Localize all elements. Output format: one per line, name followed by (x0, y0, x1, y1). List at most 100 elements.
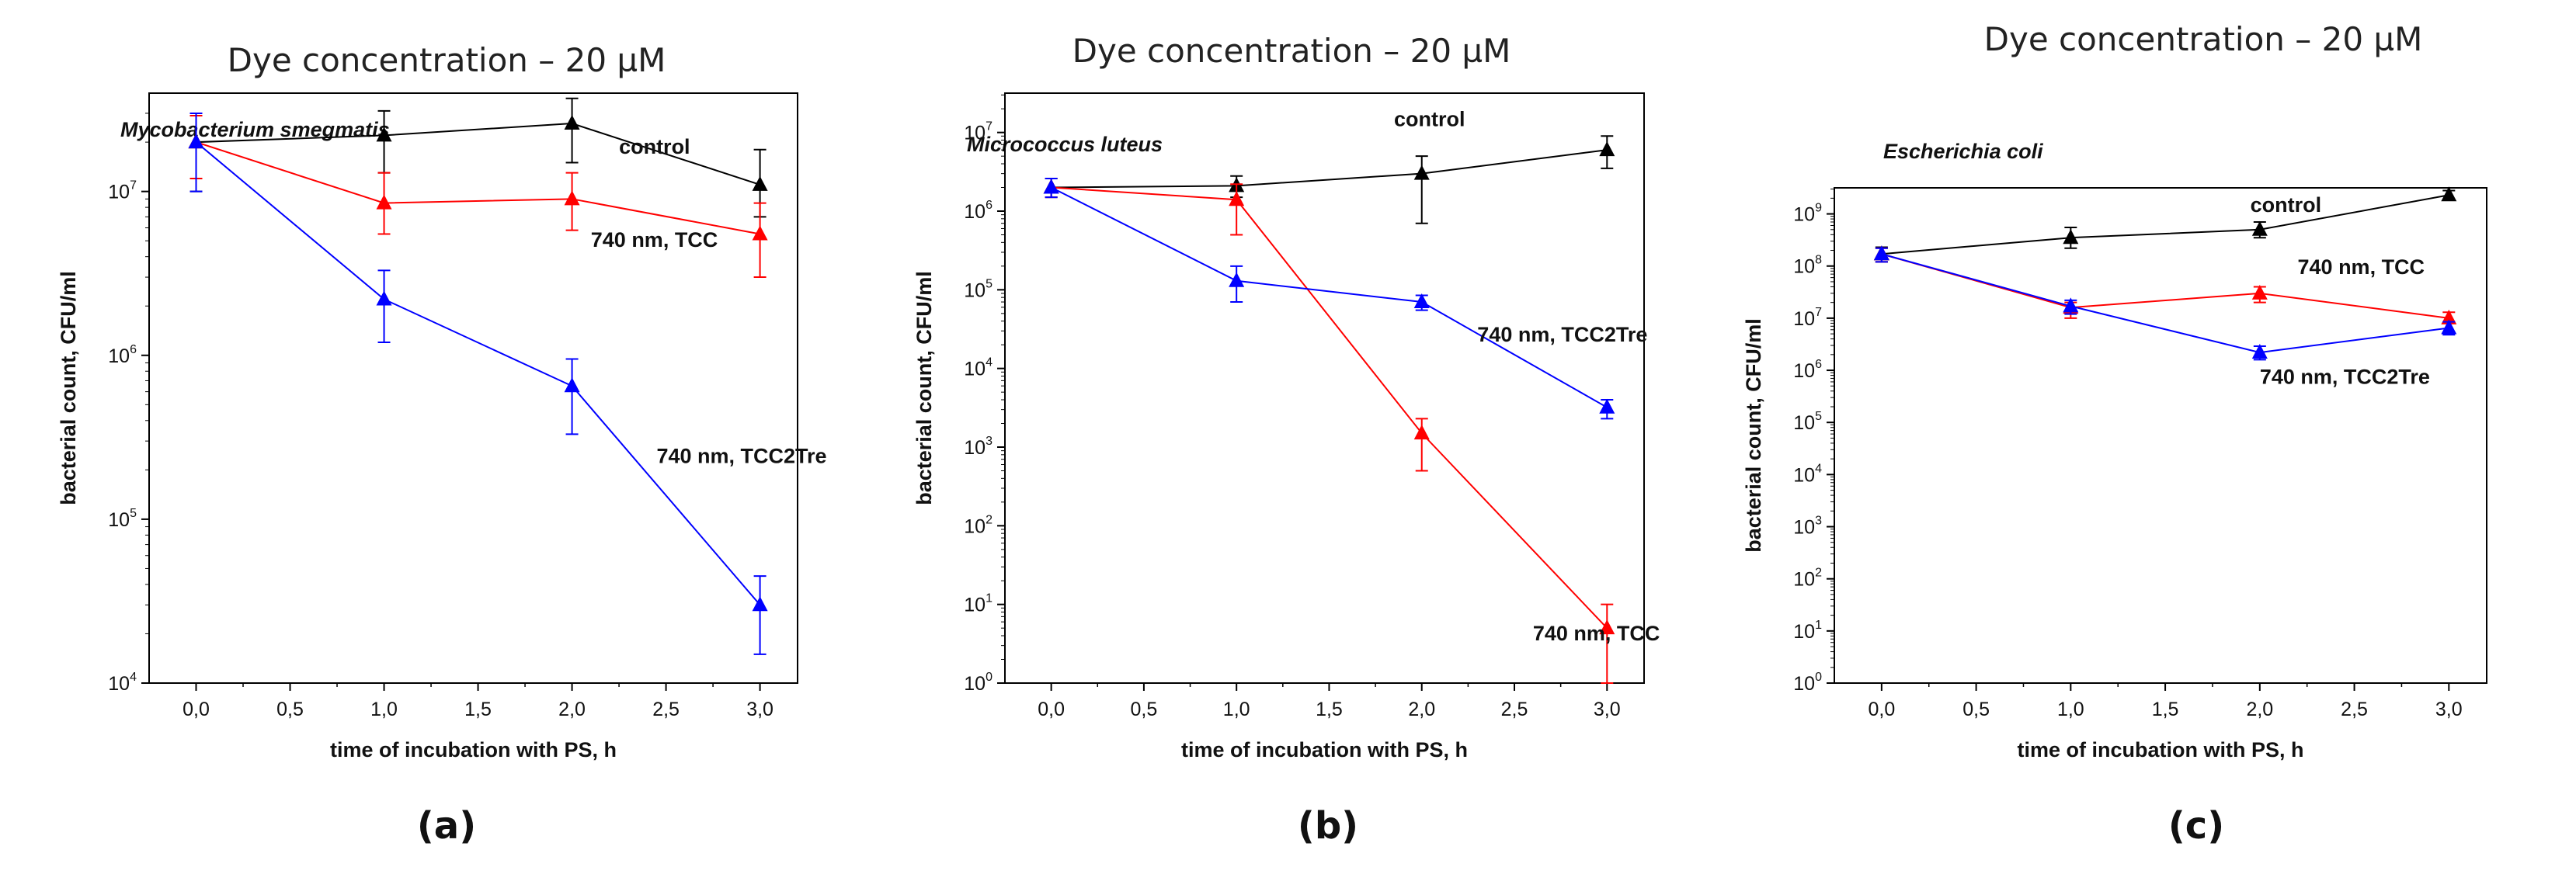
series-label: 740 nm, TCC (2298, 255, 2425, 279)
y-tick-exponent: 4 (1815, 462, 1822, 475)
y-tick-base: 10 (964, 123, 986, 144)
series-740-nm-tcc2tre: 740 nm, TCC2Tre (1873, 245, 2457, 388)
series-label: control (2251, 193, 2322, 217)
chart-panel-c: Dye concentration – 20 µM Escherichia col… (1742, 20, 2487, 848)
data-point (752, 175, 768, 191)
y-tick-exponent: 0 (986, 671, 993, 684)
data-point (564, 377, 580, 393)
y-tick-label: 107 (1793, 306, 1822, 330)
series-control: control (188, 97, 768, 218)
y-tick-base: 10 (1793, 204, 1815, 226)
y-tick-label: 102 (1793, 567, 1822, 591)
data-point (752, 596, 768, 612)
chart-heading: Dye concentration – 20 µM (228, 41, 666, 79)
chart-title: Mycobacterium smegmatis (120, 118, 390, 141)
y-tick-label: 106 (108, 343, 137, 367)
series-control: control (1873, 186, 2457, 263)
x-axis-label: time of incubation with PS, h (1181, 738, 1468, 761)
plot-frame (1834, 187, 2487, 684)
y-tick-label: 107 (964, 120, 993, 144)
y-tick-base: 10 (964, 673, 986, 695)
y-tick-base: 10 (1793, 464, 1815, 486)
y-tick-exponent: 5 (1815, 410, 1822, 423)
y-tick-exponent: 9 (1815, 202, 1822, 215)
data-point (1229, 272, 1245, 287)
x-tick-label: 1,5 (2152, 699, 2179, 720)
data-point (376, 290, 392, 306)
plot-frame (148, 92, 798, 684)
x-tick-label: 3,0 (746, 699, 773, 720)
chart-panel-a: Dye concentration – 20 µM Mycobacterium s… (57, 41, 827, 848)
y-tick-label: 100 (964, 671, 993, 695)
series-line (1051, 186, 1608, 408)
chart-heading: Dye concentration – 20 µM (1072, 32, 1511, 70)
y-tick-label: 105 (108, 507, 137, 531)
y-tick-exponent: 7 (130, 179, 137, 193)
series-label: 740 nm, TCC (591, 228, 718, 251)
y-tick-base: 10 (964, 359, 986, 380)
series-label: 740 nm, TCC (1533, 622, 1660, 645)
x-tick-label: 2,0 (558, 699, 586, 720)
y-tick-exponent: 4 (130, 671, 137, 684)
x-axis: 0,0 0,5 1,0 1,5 2,0 2,5 3,0 (1868, 683, 2463, 720)
y-tick-base: 10 (108, 345, 130, 367)
x-axis: 0,0 0,5 1,0 1,5 2,0 2,5 3,0 (183, 683, 773, 720)
data-point (1599, 619, 1615, 635)
y-axis-label: bacterial count, CFU/ml (1742, 318, 1765, 553)
y-tick-exponent: 1 (1815, 619, 1822, 632)
series-740-nm-tcc: 740 nm, TCC (1873, 245, 2457, 324)
y-tick-base: 10 (108, 673, 130, 695)
series-line (1051, 186, 1608, 629)
y-tick-base: 10 (1793, 412, 1815, 434)
x-tick-label: 0,0 (1868, 699, 1895, 720)
y-tick-label: 101 (964, 592, 993, 616)
x-tick-label: 2,0 (1408, 699, 1435, 720)
series-control: control (1043, 108, 1615, 224)
chart-heading: Dye concentration – 20 µM (1984, 20, 2423, 58)
chart-title: Escherichia coli (1883, 140, 2043, 163)
y-tick-exponent: 7 (986, 120, 993, 134)
y-tick-label: 104 (1793, 462, 1822, 486)
y-tick-label: 104 (964, 356, 993, 380)
y-tick-exponent: 0 (1815, 671, 1822, 684)
chart-panel-b: Dye concentration – 20 µM Micrococcus lut… (913, 32, 1660, 848)
data-point (1413, 293, 1430, 309)
x-axis-label: time of incubation with PS, h (330, 738, 617, 761)
y-tick-exponent: 7 (1815, 306, 1822, 319)
series-label: control (1394, 108, 1465, 131)
data-point (376, 194, 392, 210)
y-tick-label: 105 (1793, 410, 1822, 434)
x-tick-label: 2,5 (2341, 699, 2368, 720)
series-line (1051, 149, 1608, 189)
x-tick-label: 3,0 (1594, 699, 1621, 720)
series-line (196, 141, 760, 235)
x-axis: 0,0 0,5 1,0 1,5 2,0 2,5 3,0 (1038, 683, 1621, 720)
y-tick-label: 107 (108, 179, 137, 203)
y-tick-exponent: 5 (986, 277, 993, 290)
y-tick-base: 10 (1793, 256, 1815, 278)
data-point (2063, 297, 2079, 313)
y-tick-base: 10 (964, 201, 986, 223)
data-point (1599, 141, 1615, 157)
series-740-nm-tcc: 740 nm, TCC (1043, 177, 1660, 684)
series-label: 740 nm, TCC2Tre (2260, 365, 2430, 388)
data-point (1599, 398, 1615, 414)
series-line (195, 141, 761, 605)
x-tick-label: 1,5 (1316, 699, 1343, 720)
data-point (2441, 309, 2457, 324)
y-tick-exponent: 8 (1815, 254, 1822, 267)
y-tick-base: 10 (1793, 308, 1815, 330)
series-label: 740 nm, TCC2Tre (1477, 323, 1647, 346)
y-tick-label: 102 (964, 513, 993, 537)
y-tick-label: 108 (1793, 254, 1822, 278)
data-point (2441, 319, 2457, 335)
x-tick-label: 2,5 (1501, 699, 1528, 720)
data-point (1229, 191, 1245, 206)
y-tick-label: 106 (964, 199, 993, 223)
series-line (196, 123, 760, 186)
x-tick-label: 0,5 (1131, 699, 1158, 720)
